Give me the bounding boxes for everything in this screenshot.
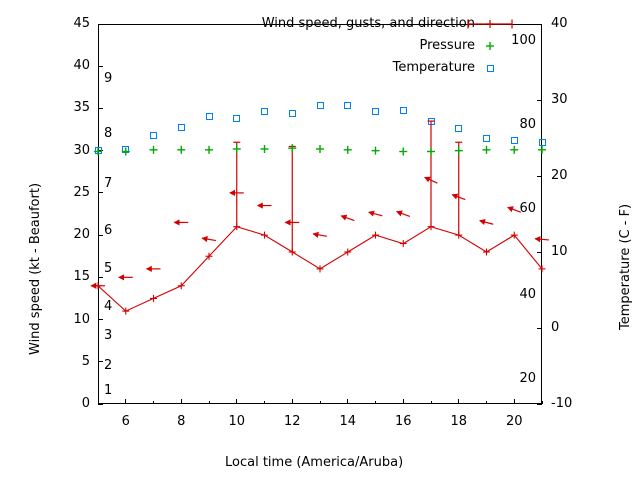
temperature-point [455, 125, 463, 133]
x-tick-mark [347, 399, 349, 404]
y-left-tick-mark [98, 234, 103, 236]
beaufort-scale-label: 5 [104, 260, 113, 276]
x-tick-mark [236, 399, 238, 404]
legend-square-marker-icon [486, 64, 494, 72]
y-axis-right-title: Temperature (C - F) [618, 203, 633, 330]
y-right-tick-label: 40 [551, 16, 568, 31]
fahrenheit-scale-label: 60 [519, 201, 536, 217]
temperature-point [510, 137, 518, 145]
y-right-tick-mark [537, 99, 542, 101]
x-minor-tick-mark [541, 401, 543, 404]
temperature-point [344, 101, 352, 109]
y-left-tick-mark [98, 107, 103, 109]
x-minor-tick-mark [375, 401, 376, 404]
x-tick-mark [125, 399, 127, 404]
x-tick-label: 8 [177, 414, 186, 429]
temperature-point [177, 123, 185, 131]
legend-label: Temperature [392, 60, 475, 75]
x-minor-tick-mark [97, 401, 99, 404]
fahrenheit-scale-label: 80 [519, 117, 536, 133]
beaufort-scale-label: 2 [104, 358, 113, 373]
y-left-tick-mark [98, 192, 103, 194]
beaufort-scale-label: 7 [104, 176, 113, 192]
beaufort-scale-label: 8 [104, 125, 113, 141]
x-minor-tick-mark [319, 401, 321, 404]
x-tick-mark [402, 399, 404, 404]
legend-label: Wind speed, gusts, and direction [261, 16, 475, 31]
x-tick-mark [291, 399, 293, 404]
y-left-tick-label: 25 [73, 184, 90, 200]
x-tick-mark [180, 399, 182, 404]
temperature-point [538, 138, 546, 146]
y-left-tick-mark [98, 23, 103, 25]
temperature-point [261, 108, 268, 116]
y-right-tick-label: -10 [551, 396, 573, 411]
x-tick-label: 14 [339, 414, 357, 429]
temperature-point [150, 131, 157, 139]
fahrenheit-scale-label: 20 [519, 370, 536, 386]
y-left-tick-label: 0 [81, 396, 90, 411]
temperature-point [122, 146, 130, 154]
y-right-tick-mark [537, 23, 542, 25]
x-tick-label: 12 [283, 414, 301, 429]
y-right-tick-mark [537, 403, 542, 405]
y-right-tick-mark [537, 251, 542, 253]
temperature-point [427, 118, 435, 126]
y-left-tick-mark [98, 403, 103, 405]
x-minor-tick-mark [264, 401, 265, 404]
y-left-tick-mark [98, 276, 103, 278]
fahrenheit-scale-label: 100 [511, 32, 536, 48]
y-left-tick-label: 10 [73, 311, 90, 327]
y-right-tick-label: 10 [551, 244, 568, 259]
temperature-point [372, 108, 379, 116]
y-right-tick-mark [537, 175, 542, 177]
temperature-point [483, 134, 490, 142]
x-axis-title: Local time (America/Aruba) [225, 455, 404, 470]
y-left-tick-mark [98, 65, 103, 67]
x-tick-label: 6 [121, 414, 130, 429]
y-right-tick-mark [537, 327, 542, 329]
y-right-tick-label: 20 [551, 168, 568, 183]
beaufort-scale-label: 3 [104, 328, 113, 344]
y-axis-left-title: Wind speed (kt - Beaufort) [28, 182, 43, 355]
y-left-tick-mark [98, 319, 103, 321]
beaufort-scale-label: 9 [104, 70, 113, 86]
fahrenheit-scale-label: 40 [519, 286, 536, 302]
y-left-tick-label: 30 [73, 142, 90, 158]
x-tick-label: 18 [450, 414, 468, 429]
y-left-tick-label: 40 [73, 58, 90, 74]
x-tick-label: 16 [394, 414, 412, 429]
y-right-tick-label: 0 [551, 320, 560, 335]
beaufort-scale-label: 6 [104, 222, 113, 238]
y-left-tick-mark [98, 361, 103, 363]
x-minor-tick-mark [153, 401, 154, 404]
y-left-tick-label: 5 [81, 353, 90, 369]
plot-area [98, 24, 542, 404]
x-minor-tick-mark [208, 401, 210, 404]
x-tick-label: 10 [228, 414, 246, 429]
temperature-point [205, 113, 213, 121]
y-left-tick-label: 35 [73, 100, 90, 116]
y-right-tick-label: 30 [551, 92, 568, 107]
x-tick-mark [458, 399, 460, 404]
y-left-tick-label: 20 [73, 227, 90, 243]
legend-label: Pressure [419, 38, 475, 53]
x-tick-mark [513, 399, 515, 404]
temperature-point [399, 106, 407, 114]
y-left-tick-label: 45 [73, 16, 90, 31]
temperature-point [233, 115, 241, 123]
temperature-point [316, 101, 324, 109]
beaufort-scale-label: 1 [104, 383, 113, 399]
beaufort-scale-label: 4 [104, 298, 113, 314]
x-tick-label: 20 [505, 414, 523, 429]
x-minor-tick-mark [486, 401, 487, 404]
x-minor-tick-mark [430, 401, 432, 404]
y-left-tick-label: 15 [73, 269, 90, 285]
temperature-point [288, 110, 296, 117]
temperature-point [94, 147, 102, 155]
